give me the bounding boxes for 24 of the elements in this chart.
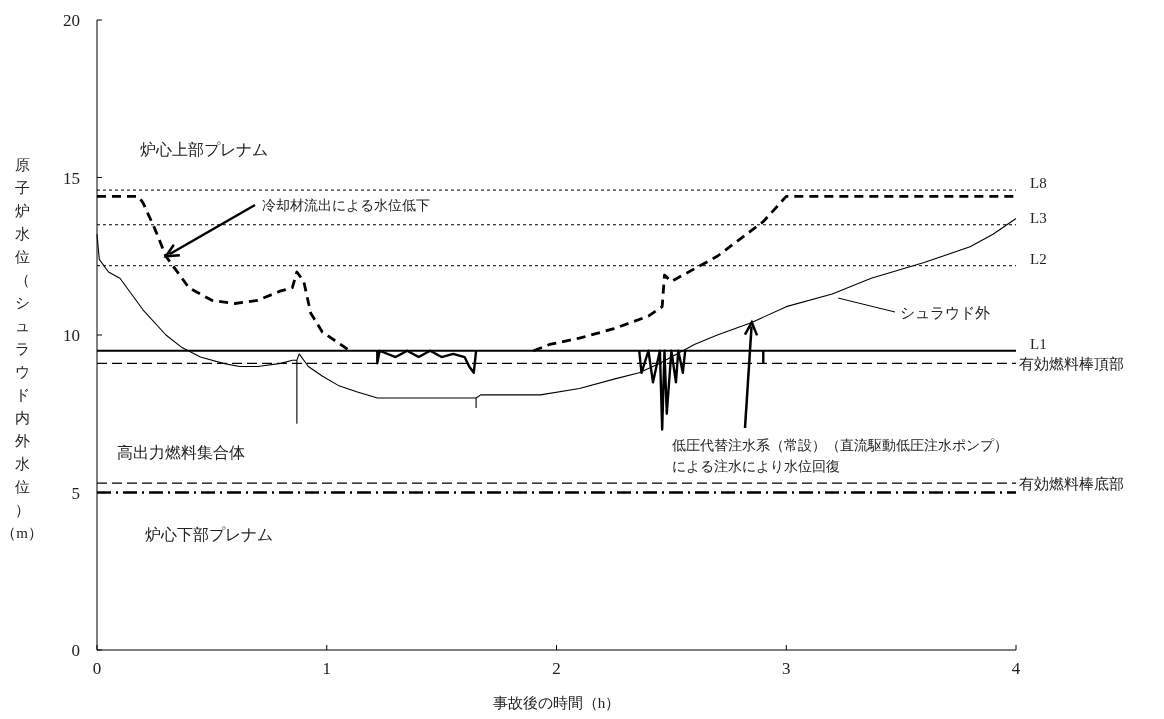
x-tick-label: 1 — [322, 659, 331, 678]
annotation: 炉心上部プレナム — [140, 141, 268, 158]
x-tick-label: 4 — [1011, 659, 1021, 678]
ref-line-label: 有効燃料棒底部 — [1019, 476, 1124, 493]
ref-line-label: L3 — [1030, 209, 1047, 226]
ref-line-label: L2 — [1030, 250, 1047, 267]
x-axis-title: 事故後の時間（h） — [492, 695, 621, 711]
ref-line-label: 有効燃料棒頂部 — [1019, 356, 1124, 373]
x-tick-label: 2 — [552, 659, 561, 678]
annotation: 炉心下部プレナム — [145, 526, 273, 543]
y-tick-label: 10 — [63, 326, 80, 345]
ref-line-label: L8 — [1030, 175, 1047, 192]
ref-line-label: L1 — [1030, 335, 1047, 352]
y-tick-label: 5 — [71, 483, 80, 503]
annotation: 高出力燃料集合体 — [117, 444, 245, 461]
legend-label: シュラウド外 — [900, 305, 990, 321]
x-tick-label: 3 — [782, 659, 791, 678]
y-tick-label: 15 — [63, 168, 80, 188]
y-tick-label: 20 — [63, 11, 80, 30]
y-tick-label: 0 — [71, 641, 80, 660]
annotation: 低圧代替注水系（常設）（直流駆動低圧注水ポンプ）による注水により水位回復 — [672, 438, 1008, 474]
x-tick-label: 0 — [92, 659, 102, 678]
legend: シュラウド外 — [837, 297, 990, 321]
text: 原子炉水位（シュラウド内外水位）（m） — [1, 157, 43, 541]
